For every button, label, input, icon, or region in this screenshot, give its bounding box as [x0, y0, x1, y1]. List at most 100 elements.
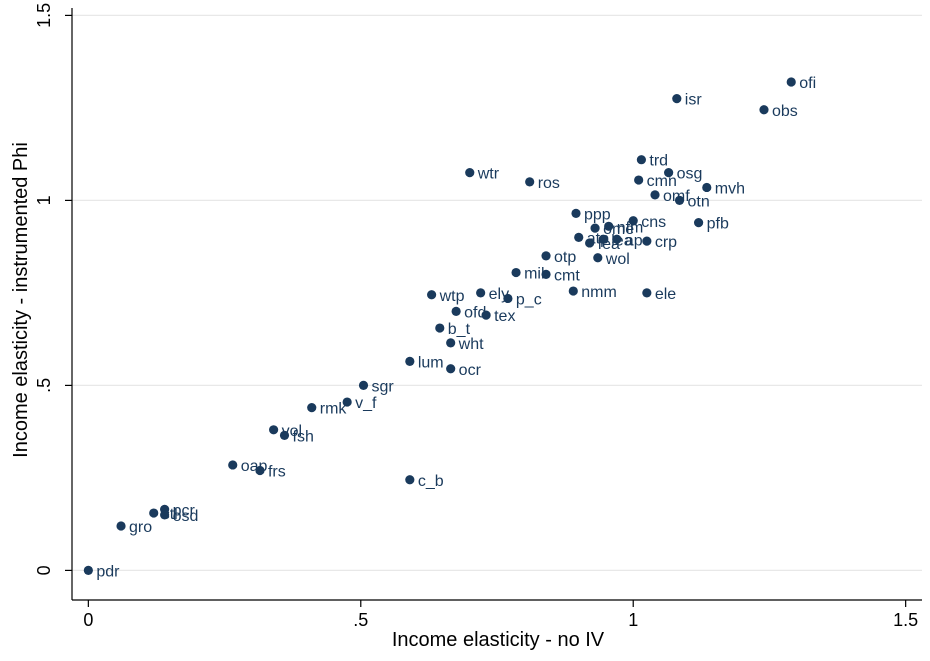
- data-point-nfm: [604, 221, 614, 231]
- data-point-vol: [269, 425, 279, 435]
- data-point-ofd: [451, 306, 461, 316]
- data-point-wol: [593, 253, 603, 263]
- data-point-label-osd: osd: [173, 508, 199, 525]
- data-point-label-nmm: nmm: [581, 284, 617, 301]
- data-point-omf: [650, 190, 660, 200]
- data-point-label-sgr: sgr: [372, 378, 395, 395]
- data-point-p_c: [503, 293, 513, 304]
- data-point-frs: [255, 465, 265, 476]
- data-point-ome: [590, 223, 600, 233]
- axes: [71, 8, 922, 601]
- data-point-v_f: [342, 397, 352, 407]
- data-point-label-ofd: ofd: [464, 304, 486, 321]
- data-point-trd: [636, 155, 646, 165]
- data-point-crp: [642, 236, 652, 246]
- data-point-label-mil: mil: [524, 266, 544, 283]
- data-point-label-pcr: pcr: [173, 502, 196, 519]
- data-point-wtr: [465, 168, 475, 178]
- data-point-label-pdr: pdr: [96, 563, 120, 580]
- data-point-isr: [672, 94, 682, 104]
- data-point-mil: [511, 267, 521, 278]
- data-point-wht: [446, 338, 456, 348]
- data-point-label-ofi: ofi: [799, 75, 816, 92]
- data-point-label-wol: wol: [605, 251, 630, 268]
- data-point-label-tex: tex: [494, 308, 515, 325]
- x-axis-title: Income elasticity - no IV: [392, 629, 605, 651]
- y-tick-label: 1.5: [34, 3, 54, 28]
- data-point-label-wtr: wtr: [477, 166, 500, 183]
- data-point-label-wht: wht: [458, 336, 484, 353]
- data-point-ofi: [786, 77, 796, 87]
- data-point-ele: [642, 288, 652, 298]
- data-point-ctl: [149, 508, 159, 518]
- grid-lines: [72, 14, 922, 572]
- data-point-osd: [160, 510, 170, 520]
- data-point-pfb: [694, 218, 704, 228]
- data-point-gro: [116, 521, 126, 531]
- data-point-ap: [612, 234, 622, 244]
- data-point-label-ppp: ppp: [584, 206, 611, 223]
- data-point-label-cmt: cmt: [554, 267, 580, 284]
- data-point-label-frs: frs: [268, 464, 286, 481]
- data-point-otp: [541, 251, 551, 261]
- data-point-cmn: [634, 175, 644, 185]
- data-point-pdr: [83, 565, 93, 576]
- data-point-label-cns: cns: [641, 214, 666, 231]
- data-point-label-isr: isr: [685, 92, 703, 109]
- data-point-label-ele: ele: [655, 286, 676, 303]
- data-point-wtp: [427, 290, 437, 300]
- data-point-label-ocr: ocr: [459, 362, 482, 379]
- data-point-label-gro: gro: [129, 519, 152, 536]
- data-point-label-ros: ros: [538, 175, 560, 192]
- data-point-label-fea: fea: [598, 236, 620, 253]
- data-point-ely: [476, 288, 486, 298]
- data-point-atp: [574, 232, 584, 242]
- data-point-label-mvh: mvh: [715, 180, 745, 197]
- data-point-lea: [598, 234, 608, 244]
- data-point-fsh: [279, 430, 290, 440]
- y-tick-label: .5: [34, 378, 54, 393]
- data-point-tex: [481, 310, 491, 320]
- data-point-otn: [674, 195, 685, 205]
- data-point-label-trd: trd: [649, 153, 668, 170]
- y-axis-title: Income elasticity - instrumented Phi: [10, 142, 32, 458]
- data-point-label-p_c: p_c: [516, 291, 542, 308]
- data-point-label-otn: otn: [688, 193, 710, 210]
- data-point-b_t: [435, 323, 445, 333]
- y-tick-label: 0: [34, 565, 54, 575]
- data-point-sgr: [358, 380, 369, 390]
- data-point-ros: [525, 177, 535, 187]
- data-point-obs: [759, 105, 769, 115]
- data-point-label-fsh: fsh: [293, 428, 314, 445]
- data-point-osg: [664, 168, 674, 178]
- data-point-label-cmn: cmn: [647, 173, 677, 190]
- data-point-label-b_t: b_t: [448, 321, 471, 338]
- data-point-c_b: [405, 475, 415, 485]
- data-point-label-ap: ap: [625, 232, 643, 249]
- data-point-label-wtp: wtp: [439, 288, 465, 305]
- data-point-label-pfb: pfb: [707, 216, 729, 233]
- data-point-label-obs: obs: [772, 103, 798, 120]
- axis-ticks: 0 .5 1 1.5 0 .5 1 1.5: [34, 3, 918, 630]
- data-point-label-rmk: rmk: [320, 401, 348, 418]
- data-point-label-osg: osg: [677, 166, 703, 183]
- data-point-label-otp: otp: [554, 249, 576, 266]
- data-point-label-nfm: nfm: [617, 219, 644, 236]
- data-point-label-v_f: v_f: [355, 395, 377, 412]
- data-point-oap: [228, 460, 238, 470]
- data-point-label-c_b: c_b: [418, 473, 444, 490]
- data-point-cmt: [541, 269, 551, 279]
- data-point-rmk: [307, 403, 317, 413]
- data-point-label-lum: lum: [418, 354, 444, 371]
- data-point-lum: [405, 356, 415, 366]
- data-point-ocr: [446, 364, 456, 374]
- data-point-fea: [585, 238, 595, 248]
- data-point-nmm: [568, 286, 578, 296]
- x-tick-label: 0: [83, 610, 93, 630]
- data-point-mvh: [702, 182, 712, 193]
- data-point-ppp: [571, 208, 581, 218]
- x-tick-label: .5: [353, 610, 368, 630]
